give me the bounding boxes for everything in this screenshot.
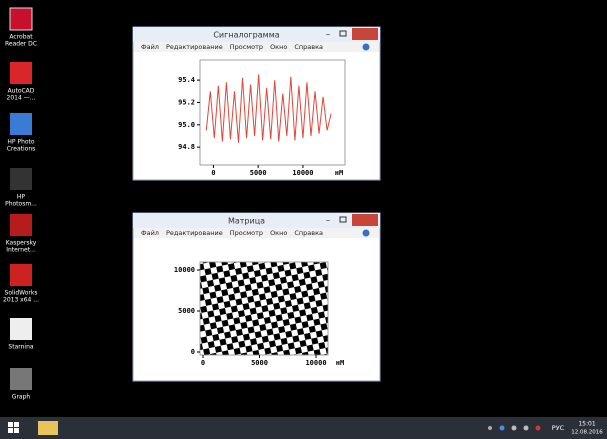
y-tick-label: 0 [191, 348, 195, 356]
menu-item[interactable]: Окно [270, 43, 287, 51]
desktop-icon-label[interactable]: Graph [12, 394, 31, 401]
x-tick-label: 0 [211, 169, 215, 177]
desktop-icon-label[interactable]: SolidWorks [5, 290, 38, 297]
desktop-icon[interactable] [10, 8, 32, 30]
y-tick-label: 5000 [178, 307, 195, 315]
matrix-image [200, 262, 328, 355]
x-unit: нМ [336, 359, 344, 367]
clock-date[interactable]: 12.08.2016 [571, 430, 603, 436]
close-button[interactable] [352, 214, 378, 226]
desktop-icon[interactable] [10, 318, 32, 340]
desktop-icon[interactable] [10, 368, 32, 390]
language[interactable]: РУС [552, 424, 565, 432]
desktop-icon-label[interactable]: AutoCAD [8, 88, 35, 95]
menu-item[interactable]: Справка [294, 43, 323, 51]
desktop-icon-label[interactable]: Photosm... [5, 201, 37, 208]
desktop-icon-label[interactable]: Creations [7, 146, 36, 153]
menu-item[interactable]: Редактирование [166, 229, 223, 237]
clock-time[interactable]: 15:01 [578, 421, 595, 428]
menu-item[interactable]: Просмотр [230, 229, 263, 237]
x-tick-label: 0 [201, 359, 205, 367]
menu-item[interactable]: Файл [141, 43, 159, 51]
desktop-icon-label[interactable]: Internet... [6, 247, 36, 254]
explorer-icon[interactable] [38, 421, 58, 435]
desktop-icon[interactable] [10, 113, 32, 135]
desktop-icon-label[interactable]: Starnina [8, 344, 33, 351]
desktop-icon-label[interactable]: Reader DC [5, 41, 37, 48]
y-tick-label: 95.0 [178, 121, 195, 129]
desktop-icon-label[interactable]: HP Photo [7, 139, 34, 146]
desktop-icon-label[interactable]: 2014 —... [7, 95, 36, 102]
menu-item[interactable]: Окно [270, 229, 287, 237]
menu-item[interactable]: Файл [141, 229, 159, 237]
help-button[interactable] [363, 44, 370, 51]
x-tick-label: 5000 [251, 359, 268, 367]
desktop-icon-label[interactable]: Kaspersky [6, 240, 37, 247]
x-tick-label: 10000 [305, 359, 326, 367]
minimize-button[interactable]: – [326, 30, 331, 40]
desktop-icon[interactable] [10, 62, 32, 84]
desktop-icon[interactable] [10, 264, 32, 286]
menu-item[interactable]: Просмотр [230, 43, 263, 51]
desktop-icon-label[interactable]: 2013 x64 ... [3, 297, 39, 304]
desktop-icon-label[interactable]: Acrobat [9, 34, 33, 41]
desktop-icon[interactable] [10, 168, 32, 190]
x-tick-label: 10000 [292, 169, 313, 177]
y-tick-label: 10000 [174, 266, 195, 274]
x-unit: нМ [335, 169, 343, 177]
help-button[interactable] [363, 230, 370, 237]
desktop: AcrobatReader DC AutoCAD2014 —... HP Photo… [0, 0, 607, 439]
close-button[interactable] [352, 28, 378, 40]
menu-item[interactable]: Редактирование [166, 43, 223, 51]
window-title: Матрица [228, 217, 265, 226]
y-tick-label: 95.4 [178, 76, 195, 84]
window-title: Сигналограмма [213, 31, 279, 40]
desktop-icon-label[interactable]: HP [17, 194, 26, 201]
minimize-button[interactable]: – [326, 216, 331, 226]
menu-item[interactable]: Справка [294, 229, 323, 237]
y-tick-label: 94.8 [178, 143, 195, 151]
x-tick-label: 5000 [250, 169, 267, 177]
desktop-icon[interactable] [10, 214, 32, 236]
y-tick-label: 95.2 [178, 98, 195, 106]
